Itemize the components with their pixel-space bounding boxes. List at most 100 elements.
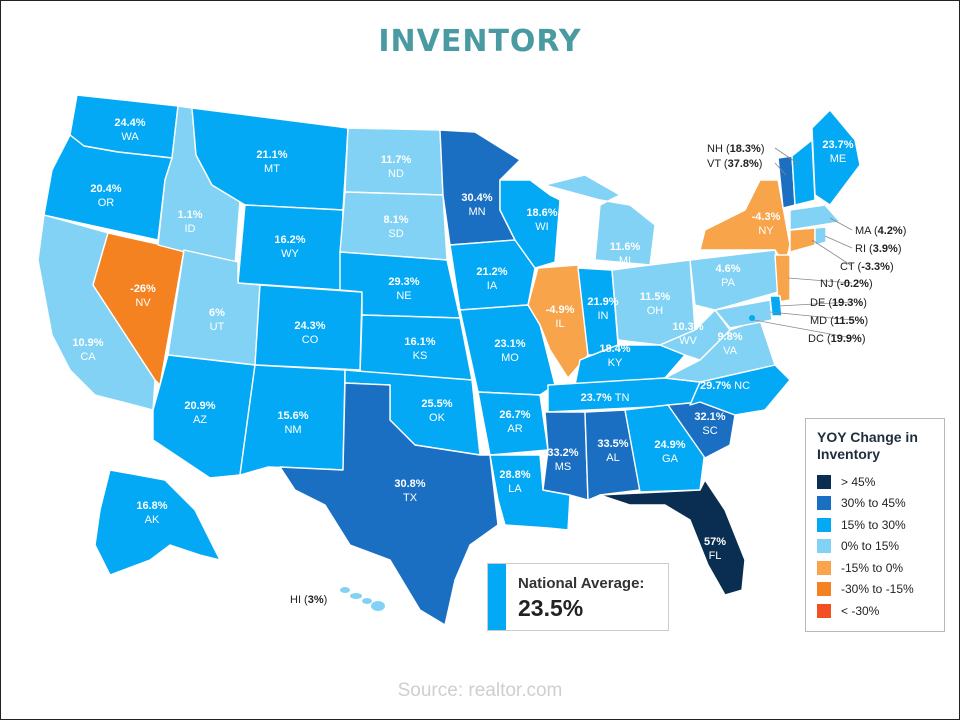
- label-ne-value: 29.3%: [388, 276, 419, 288]
- callout-hi: HI (3%): [290, 594, 327, 606]
- callout-ma-abbr: MA: [855, 225, 872, 237]
- label-mt-abbr: MT: [264, 163, 280, 175]
- national-average-label: National Average:: [518, 575, 645, 592]
- label-il: -4.9% IL: [546, 304, 575, 330]
- label-ak: 16.8% AK: [136, 500, 167, 526]
- label-fl: 57% FL: [704, 536, 726, 562]
- legend-swatch: [817, 560, 831, 575]
- state-ct[interactable]: [789, 227, 816, 253]
- callout-ri: RI (3.9%): [855, 243, 901, 255]
- label-ut: 6% UT: [209, 307, 225, 333]
- label-ky-value: 18.4%: [599, 343, 630, 355]
- state-sd[interactable]: [339, 191, 448, 261]
- callout-md: MD (11.5%): [810, 315, 868, 327]
- label-wi-value: 18.6%: [526, 207, 557, 219]
- label-ut-abbr: UT: [210, 321, 225, 333]
- callout-nh: NH (18.3%): [707, 143, 765, 155]
- label-ne: 29.3% NE: [388, 276, 419, 302]
- label-wy-value: 16.2%: [274, 234, 305, 246]
- label-al-value: 33.5%: [597, 438, 628, 450]
- label-tn-value: 23.7%: [581, 392, 612, 404]
- label-ia-value: 21.2%: [476, 266, 507, 278]
- callout-de-value: 19.3%: [832, 297, 863, 309]
- state-fl[interactable]: [599, 479, 746, 596]
- legend-label: -15% to 0%: [841, 560, 904, 575]
- callout-dc: DC (19.9%): [808, 333, 866, 345]
- state-la[interactable]: [489, 454, 571, 531]
- label-ok: 25.5% OK: [421, 398, 452, 424]
- label-ks: 16.1% KS: [404, 336, 435, 362]
- label-ak-abbr: AK: [145, 514, 160, 526]
- label-nc-value: 29.7%: [700, 380, 731, 392]
- label-ut-value: 6%: [209, 307, 225, 319]
- state-ri[interactable]: [814, 226, 827, 246]
- label-va-abbr: VA: [723, 345, 738, 357]
- label-ok-abbr: OK: [429, 412, 446, 424]
- state-nj[interactable]: [774, 254, 791, 303]
- label-wy-abbr: WY: [281, 248, 299, 260]
- label-ms-value: 33.2%: [547, 447, 578, 459]
- state-wi[interactable]: [499, 179, 561, 269]
- callout-de-abbr: DE: [810, 297, 825, 309]
- label-ca: 10.9% CA: [72, 337, 103, 363]
- label-mn-value: 30.4%: [461, 192, 492, 204]
- label-il-abbr: IL: [555, 318, 564, 330]
- label-ky-abbr: KY: [608, 357, 623, 369]
- legend-swatch: [817, 517, 831, 532]
- callout-nj-value: -0.2%: [840, 278, 869, 290]
- state-hi[interactable]: [340, 587, 385, 611]
- label-co-value: 24.3%: [294, 320, 325, 332]
- label-mt-value: 21.1%: [256, 149, 287, 161]
- callout-dc-value: 19.9%: [831, 333, 862, 345]
- label-fl-abbr: FL: [709, 550, 722, 562]
- label-nc-abbr: NC: [734, 380, 750, 392]
- state-tx[interactable]: [279, 382, 499, 626]
- national-average-accent: [488, 564, 506, 630]
- callout-hi-value: 3%: [308, 594, 324, 606]
- legend-item: > 45%: [817, 471, 944, 493]
- state-pa[interactable]: [689, 249, 786, 311]
- legend-item: -15% to 0%: [817, 557, 944, 579]
- state-wv[interactable]: [659, 309, 731, 361]
- label-ia: 21.2% IA: [476, 266, 507, 292]
- callout-nh-value: 18.3%: [730, 143, 761, 155]
- state-ak[interactable]: [94, 469, 221, 576]
- state-al[interactable]: [584, 409, 641, 501]
- label-tx-value: 30.8%: [394, 478, 425, 490]
- label-nv: -26% NV: [130, 283, 156, 309]
- callout-ma: MA (4.2%): [855, 225, 906, 237]
- callout-md-value: 11.5%: [834, 315, 865, 327]
- label-wi: 18.6% WI: [526, 207, 557, 233]
- state-nh[interactable]: [791, 139, 816, 206]
- label-sc: 32.1% SC: [694, 411, 725, 437]
- label-co: 24.3% CO: [294, 320, 325, 346]
- label-va-value: 9.8%: [717, 331, 742, 343]
- label-me-abbr: ME: [830, 153, 847, 165]
- state-ia[interactable]: [449, 239, 536, 311]
- label-in-abbr: IN: [598, 310, 609, 322]
- label-ga-value: 24.9%: [654, 439, 685, 451]
- callout-ri-value: 3.9%: [873, 243, 898, 255]
- label-mi-abbr: MI: [619, 255, 631, 267]
- callout-vt: VT (37.8%): [707, 158, 762, 170]
- label-id-value: 1.1%: [177, 209, 202, 221]
- label-fl-value: 57%: [704, 536, 726, 548]
- label-tx: 30.8% TX: [394, 478, 425, 504]
- state-ma[interactable]: [789, 204, 841, 231]
- legend-swatch: [817, 539, 831, 554]
- label-id: 1.1% ID: [177, 209, 202, 235]
- label-az-value: 20.9%: [184, 400, 215, 412]
- legend-label: -30% to -15%: [841, 582, 914, 597]
- legend-item: 15% to 30%: [817, 514, 944, 536]
- label-tn-abbr: TN: [615, 392, 630, 404]
- legend-label: > 45%: [841, 474, 876, 489]
- state-dc[interactable]: [749, 315, 755, 321]
- label-ny-abbr: NY: [758, 225, 774, 237]
- label-co-abbr: CO: [302, 334, 319, 346]
- label-oh: 11.5% OH: [640, 291, 671, 317]
- state-mi[interactable]: [544, 174, 656, 266]
- label-ak-value: 16.8%: [136, 500, 167, 512]
- legend: YOY Change in Inventory > 45% 30% to 45%…: [805, 418, 945, 632]
- label-in: 21.9% IN: [587, 296, 618, 322]
